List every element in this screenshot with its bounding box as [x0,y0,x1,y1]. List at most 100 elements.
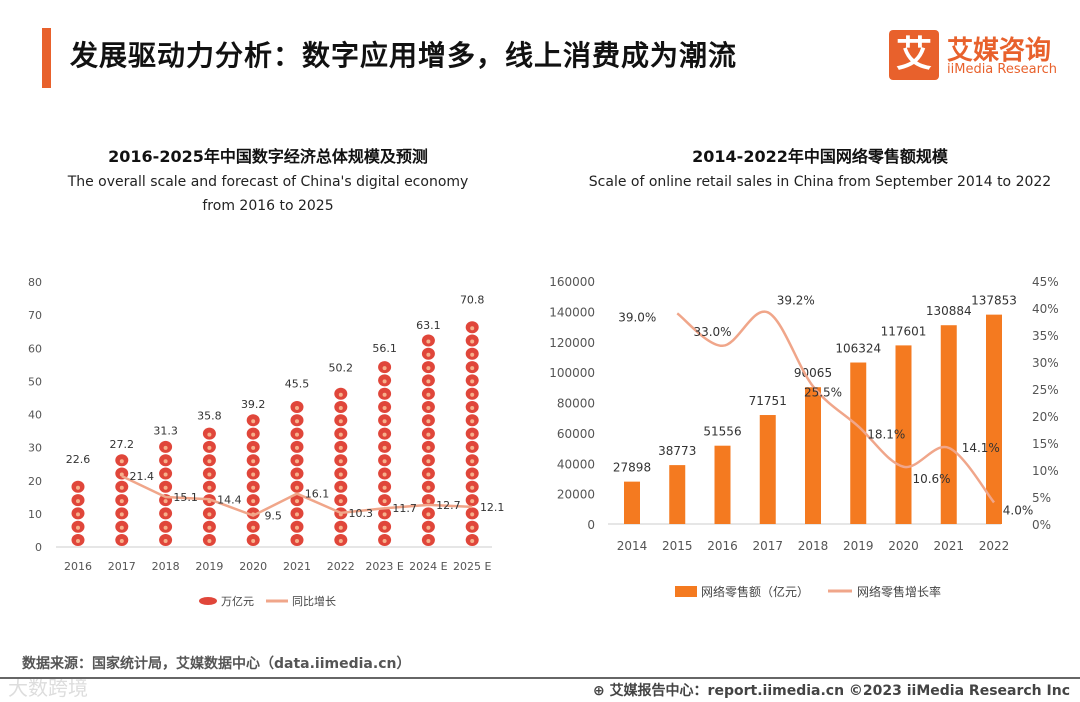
title-accent-bar [42,28,51,88]
x-tick-label: 2018 [152,560,180,573]
x-tick-label: 2016 [707,539,738,553]
chart1-title: 2016-2025年中国数字经济总体规模及预测 [108,147,428,166]
money-bag-mark [163,512,168,517]
y2-tick-label: 30% [1032,356,1059,370]
money-bag-mark [470,379,475,384]
money-bag-mark [470,445,475,450]
money-bag-mark [426,352,431,357]
chart2-subtitle: Scale of online retail sales in China fr… [588,174,1052,190]
money-bag-mark [338,539,343,543]
bar-value-label: 35.8 [197,409,222,422]
growth-value-label: 14.1% [962,441,1000,455]
footer-copyright-text: 艾媒报告中心：report.iimedia.cn ©2023 iiMedia R… [609,683,1070,699]
y2-tick-label: 5% [1032,491,1051,505]
growth-value-label: 10.3 [349,507,374,520]
bar [805,387,821,524]
money-bag-mark [470,339,475,344]
money-bag-mark [382,379,387,384]
growth-value-label: 16.1 [305,488,330,501]
money-bag-mark [163,525,168,530]
money-bag-mark [163,539,168,543]
money-bag-mark [295,499,299,504]
money-bag-mark [382,485,387,490]
money-bag-mark [295,445,299,450]
money-bag-mark [338,419,343,424]
growth-value-label: 15.1 [173,491,198,504]
money-bag-mark [470,472,475,477]
money-bag-mark [426,472,431,477]
bar [940,325,957,524]
x-tick-label: 2021 [283,560,311,573]
money-bag-mark [207,485,212,490]
bar-value-label: 31.3 [153,424,178,437]
money-bag-mark [426,339,431,344]
bar-value-label: 130884 [926,304,972,318]
money-bag-mark [382,392,387,397]
x-tick-label: 2020 [888,539,919,553]
money-bag-mark [470,366,475,371]
money-bag-mark [295,406,299,410]
money-bag-mark [163,485,168,490]
money-bag-mark [426,379,431,384]
legend-bar-label: 万亿元 [221,595,254,608]
y2-tick-label: 20% [1032,410,1059,424]
money-bag-mark [470,485,475,490]
money-bag-mark [382,406,387,410]
x-tick-label: 2016 [64,560,92,573]
legend-bar-swatch [675,586,697,597]
money-bag-mark [470,406,475,410]
money-bag-mark [76,512,80,517]
money-bag-mark [470,432,475,437]
x-tick-label: 2017 [108,560,136,573]
money-bag-mark [163,445,168,450]
logo-mark: 艾 [889,30,939,80]
x-tick-label: 2025 E [453,560,491,573]
y-tick-label: 10 [28,508,42,521]
growth-value-label: 21.4 [130,470,155,483]
money-bag-mark [207,472,212,477]
growth-value-label: 18.1% [867,427,905,441]
y-tick-label: 20 [28,475,42,488]
money-bag-mark [295,485,299,490]
growth-value-label: 39.2% [777,293,815,307]
money-bag-mark [207,432,212,437]
bar [986,314,1002,524]
money-bag-mark [163,499,168,504]
money-bag-mark [338,472,343,477]
money-bag-mark [119,512,124,517]
growth-line [121,474,473,517]
money-bag-mark [207,525,212,530]
money-bag-mark [426,512,431,517]
bar-value-label: 27898 [613,461,651,475]
money-bag-mark [295,419,299,424]
digital-economy-chart: 0 10 20 30 40 50 60 70 80 2016 22.6 2017 27.2 2018 31.… [28,276,505,608]
money-bag-mark [119,539,124,543]
bar-value-label: 70.8 [460,293,485,306]
y-tick-label: 60 [28,342,42,355]
legend-bar-label: 网络零售额（亿元） [701,584,809,599]
x-tick-label: 2020 [239,560,267,573]
y2-tick-label: 15% [1032,437,1059,451]
money-bag-mark [76,525,80,530]
money-bag-mark [295,539,299,543]
money-bag-mark [251,485,256,490]
money-bag-mark [426,485,431,490]
money-bag-mark [382,419,387,424]
money-bag-mark [382,366,387,371]
money-bag-mark [338,406,343,410]
money-bag-mark [338,445,343,450]
money-bag-mark [470,352,475,357]
watermark: 大数跨境 [8,676,88,700]
money-bag-mark [251,539,256,543]
money-bag-mark [426,525,431,530]
money-bag-mark [426,445,431,450]
bar-icon-stack [202,427,216,546]
growth-value-label: 12.1 [480,501,505,514]
money-bag-mark [382,459,387,464]
bar-icon-stack [290,401,304,546]
money-bag-mark [382,539,387,543]
globe-icon: ⊕ [592,683,610,699]
money-bag-mark [426,366,431,371]
logo-cn-text: 艾媒咨询 [947,36,1052,66]
